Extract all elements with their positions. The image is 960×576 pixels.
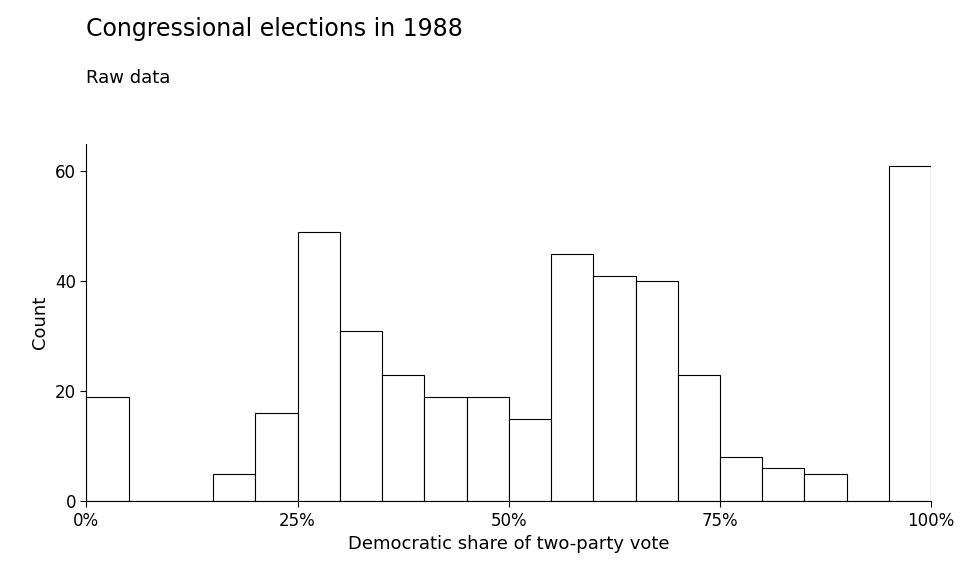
Bar: [382, 375, 424, 501]
Bar: [889, 166, 931, 501]
Bar: [255, 413, 298, 501]
X-axis label: Democratic share of two-party vote: Democratic share of two-party vote: [348, 535, 669, 553]
Bar: [424, 397, 467, 501]
Text: Congressional elections in 1988: Congressional elections in 1988: [86, 17, 464, 41]
Bar: [762, 468, 804, 501]
Bar: [804, 473, 847, 501]
Bar: [86, 397, 129, 501]
Y-axis label: Count: Count: [32, 296, 49, 349]
Bar: [636, 281, 678, 501]
Bar: [298, 232, 340, 501]
Bar: [340, 331, 382, 501]
Bar: [467, 397, 509, 501]
Bar: [678, 375, 720, 501]
Bar: [213, 473, 255, 501]
Bar: [551, 254, 593, 501]
Text: Raw data: Raw data: [86, 69, 171, 87]
Bar: [509, 419, 551, 501]
Bar: [593, 276, 636, 501]
Bar: [720, 457, 762, 501]
